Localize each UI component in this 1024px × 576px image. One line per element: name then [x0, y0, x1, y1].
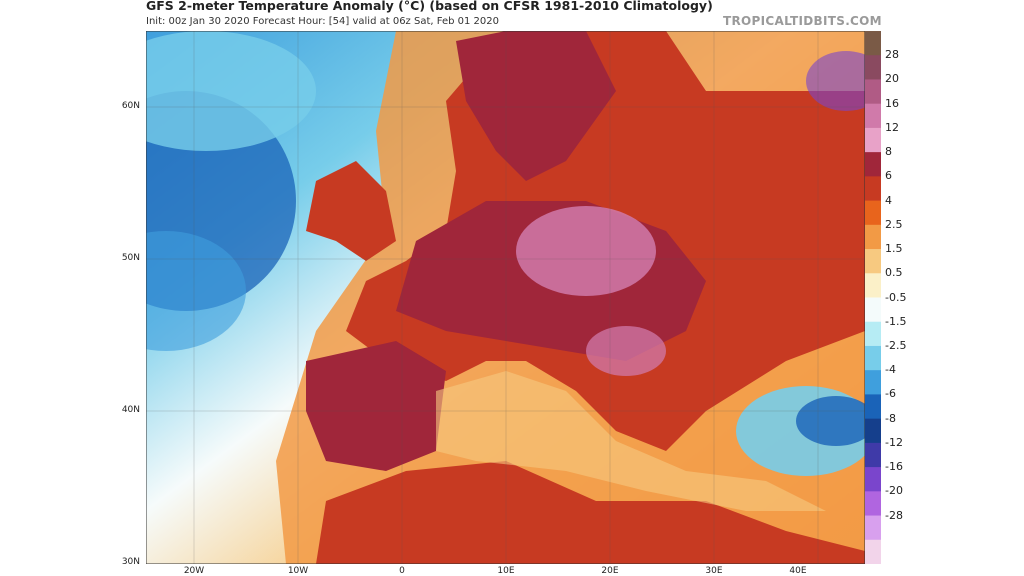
- colorbar-swatch: [865, 467, 881, 492]
- colorbar-label: -20: [885, 484, 903, 498]
- colorbar-label: 12: [885, 120, 899, 134]
- colorbar-label: 1.5: [885, 242, 903, 256]
- map-subtitle: Init: 00z Jan 30 2020 Forecast Hour: [54…: [146, 16, 499, 27]
- colorbar-swatch: [865, 55, 881, 80]
- colorbar-swatch: [865, 418, 881, 444]
- north-africa: [316, 461, 865, 564]
- lon-label: 20W: [183, 566, 205, 576]
- colorbar-swatch: [865, 152, 881, 177]
- colorbar-swatch: [865, 224, 881, 250]
- colorbar-label: -0.5: [885, 290, 907, 304]
- lat-label: 30N: [121, 557, 140, 567]
- colorbar: [865, 31, 881, 564]
- colorbar-swatch: [865, 127, 881, 153]
- colorbar-swatch: [865, 491, 881, 517]
- lon-label: 40E: [789, 566, 807, 576]
- colorbar-swatch: [865, 31, 881, 56]
- lon-label: 10E: [497, 566, 515, 576]
- colorbar-swatch: [865, 515, 881, 541]
- colorbar-label: -6: [885, 387, 896, 401]
- colorbar-label: 28: [885, 48, 899, 62]
- colorbar-swatch: [865, 176, 881, 202]
- colorbar-label: -2.5: [885, 338, 907, 352]
- colorbar-label: 20: [885, 72, 899, 86]
- colorbar-label: -1.5: [885, 314, 907, 328]
- lon-label: 30E: [705, 566, 723, 576]
- lon-label: 10W: [287, 566, 309, 576]
- colorbar-swatch: [865, 273, 881, 298]
- colorbar-swatch: [865, 249, 881, 274]
- colorbar-label: 4: [885, 193, 892, 207]
- colorbar-label: -12: [885, 435, 903, 449]
- colorbar-swatch: [865, 200, 881, 226]
- colorbar-label: -4: [885, 363, 896, 377]
- iberia: [306, 341, 446, 471]
- colorbar-swatch: [865, 297, 881, 323]
- colorbar-swatch: [865, 103, 881, 129]
- colorbar-label: -8: [885, 411, 896, 425]
- colorbar-swatch: [865, 321, 881, 347]
- temperature-anomaly-map: [146, 31, 865, 564]
- colorbar-swatch: [865, 345, 881, 371]
- mediterranean-sea: [436, 371, 826, 511]
- colorbar-swatch: [865, 539, 881, 564]
- lon-label: 20E: [601, 566, 619, 576]
- colorbar-label: 0.5: [885, 266, 903, 280]
- colorbar-label: 16: [885, 96, 899, 110]
- lat-label: 40N: [121, 405, 140, 415]
- colorbar-swatch: [865, 442, 881, 468]
- colorbar-label: 2.5: [885, 217, 903, 231]
- colorbar-swatch: [865, 370, 881, 395]
- colorbar-label: 6: [885, 169, 892, 183]
- colorbar-swatch: [865, 79, 881, 105]
- map-title: GFS 2-meter Temperature Anomaly (°C) (ba…: [146, 0, 713, 13]
- british-isles: [306, 161, 396, 261]
- lon-label: 0: [399, 566, 405, 576]
- colorbar-label: -16: [885, 460, 903, 474]
- colorbar-label: 8: [885, 145, 892, 159]
- scandinavia: [456, 31, 616, 181]
- colorbar-swatch: [865, 394, 881, 420]
- lat-label: 60N: [121, 101, 140, 111]
- brand-watermark: TROPICALTIDBITS.COM: [723, 14, 882, 28]
- colorbar-label: -28: [885, 508, 903, 522]
- warm-peak-poland: [516, 206, 656, 296]
- lat-label: 50N: [121, 253, 140, 263]
